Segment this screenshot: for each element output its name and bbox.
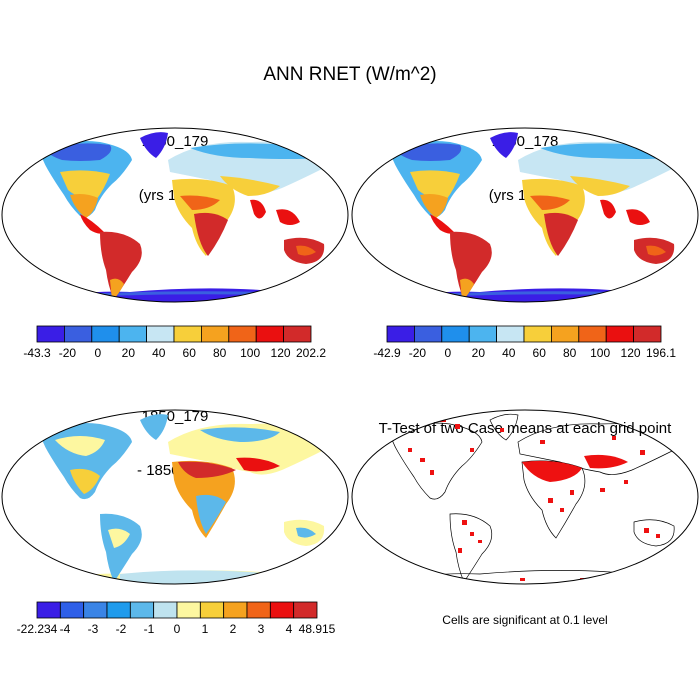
case2-swatch-2 [441,325,470,343]
map-panel2-frame [351,127,699,303]
case2-swatch-1 [413,325,443,343]
diff-tick-label: -3 [87,622,99,636]
case2-swatch-7 [578,325,607,343]
case1-swatch-4 [146,325,175,343]
case1-tick-label: 202.2 [295,346,327,360]
case1-tick-label: 120 [270,346,291,360]
colorbar-case1 [36,325,312,343]
case1-swatch-8 [255,325,285,343]
diff-swatch-8 [223,601,248,619]
diff-tick-label: 48.915 [298,622,336,636]
diff-swatch-10 [269,601,295,619]
case1-tick-label: 60 [182,346,196,360]
case1-swatch-5 [173,325,202,343]
map-panel3-frame [1,409,349,585]
case1-tick-label: 80 [212,346,227,360]
case2-tick-label: 0 [444,346,452,360]
diff-tick-label: -22.234 [16,622,58,636]
map-panel3 [30,414,340,584]
figure-title: ANN RNET (W/m^2) [263,64,437,85]
diff-tick-label: 1 [201,622,209,636]
case2-tick-label: -20 [408,346,427,360]
map-panel1-frame [1,127,349,303]
diff-swatch-6 [176,601,201,619]
case2-tick-label: 196.1 [645,346,677,360]
case1-swatch-7 [228,325,257,343]
case2-swatch-4 [496,325,525,343]
case1-swatch-1 [64,325,93,343]
diff-tick-label: 2 [229,622,237,636]
case1-swatch-9 [283,325,312,343]
case2-tick-label: 80 [562,346,577,360]
diff-tick-label: 0 [173,622,181,636]
diff-swatch-1 [59,601,85,619]
diff-tick-label: -1 [143,622,155,636]
case1-swatch-6 [200,325,230,343]
diff-tick-label: -4 [59,622,71,636]
map-panel1 [30,132,340,302]
case1-tick-label: 20 [121,346,136,360]
diff-swatch-3 [106,601,131,619]
diff-tick-label: 3 [257,622,265,636]
map-panel4 [389,413,691,583]
case2-tick-label: 60 [532,346,546,360]
diff-swatch-11 [293,601,318,619]
ttest-note: Cells are significant at 0.1 level [442,613,608,627]
case1-tick-label: -20 [58,346,77,360]
case2-swatch-3 [468,325,498,343]
diff-tick-label: 4 [285,622,293,636]
case1-tick-label: 40 [152,346,166,360]
colorbar-case2 [386,325,662,343]
case1-swatch-0 [36,325,65,343]
case2-swatch-8 [605,325,635,343]
case1-swatch-2 [91,325,120,343]
case2-swatch-6 [551,325,580,343]
diff-tick-label: -2 [115,622,127,636]
case2-swatch-9 [633,325,662,343]
diff-swatch-5 [153,601,178,619]
case2-tick-label: 100 [590,346,611,360]
case2-tick-label: 120 [620,346,641,360]
case2-tick-label: 20 [471,346,486,360]
map-panel2 [380,132,690,302]
case1-swatch-3 [118,325,147,343]
diff-swatch-2 [83,601,108,619]
diff-swatch-7 [199,601,225,619]
diff-swatch-0 [36,601,61,619]
case2-tick-label: 40 [502,346,516,360]
case1-tick-label: 0 [94,346,102,360]
map-panel4-frame [351,409,699,585]
colorbar-diff [36,601,318,619]
case2-tick-label: -42.9 [373,346,401,360]
case1-tick-label: 100 [240,346,261,360]
diff-swatch-4 [129,601,155,619]
case1-tick-label: -43.3 [23,346,51,360]
diff-swatch-9 [246,601,271,619]
case2-swatch-0 [386,325,415,343]
case2-swatch-5 [523,325,552,343]
